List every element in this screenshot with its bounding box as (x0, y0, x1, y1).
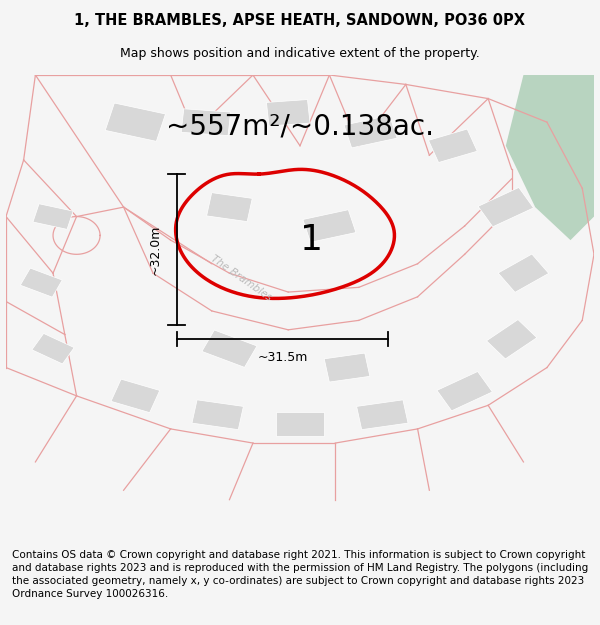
Text: 1: 1 (300, 223, 323, 257)
Polygon shape (344, 116, 397, 148)
Polygon shape (428, 129, 477, 162)
Polygon shape (356, 400, 408, 429)
Text: The Brambles: The Brambles (209, 253, 274, 302)
Polygon shape (498, 254, 549, 292)
Polygon shape (277, 412, 323, 436)
Polygon shape (111, 379, 160, 412)
Polygon shape (32, 333, 74, 364)
Polygon shape (105, 103, 166, 141)
Polygon shape (266, 99, 310, 126)
Polygon shape (202, 330, 257, 367)
Polygon shape (506, 75, 594, 240)
Polygon shape (324, 353, 370, 382)
Text: ~557m²/~0.138ac.: ~557m²/~0.138ac. (166, 113, 434, 141)
Polygon shape (303, 210, 356, 242)
Text: Contains OS data © Crown copyright and database right 2021. This information is : Contains OS data © Crown copyright and d… (12, 549, 588, 599)
Polygon shape (478, 188, 533, 227)
Polygon shape (20, 268, 62, 297)
Polygon shape (192, 400, 244, 429)
Text: Map shows position and indicative extent of the property.: Map shows position and indicative extent… (120, 48, 480, 61)
Polygon shape (33, 204, 73, 229)
Polygon shape (181, 109, 230, 136)
Polygon shape (487, 319, 537, 359)
Polygon shape (437, 371, 493, 411)
Text: 1, THE BRAMBLES, APSE HEATH, SANDOWN, PO36 0PX: 1, THE BRAMBLES, APSE HEATH, SANDOWN, PO… (74, 12, 526, 28)
Polygon shape (206, 192, 252, 222)
Text: ~32.0m: ~32.0m (149, 224, 162, 275)
Text: ~31.5m: ~31.5m (257, 351, 308, 364)
